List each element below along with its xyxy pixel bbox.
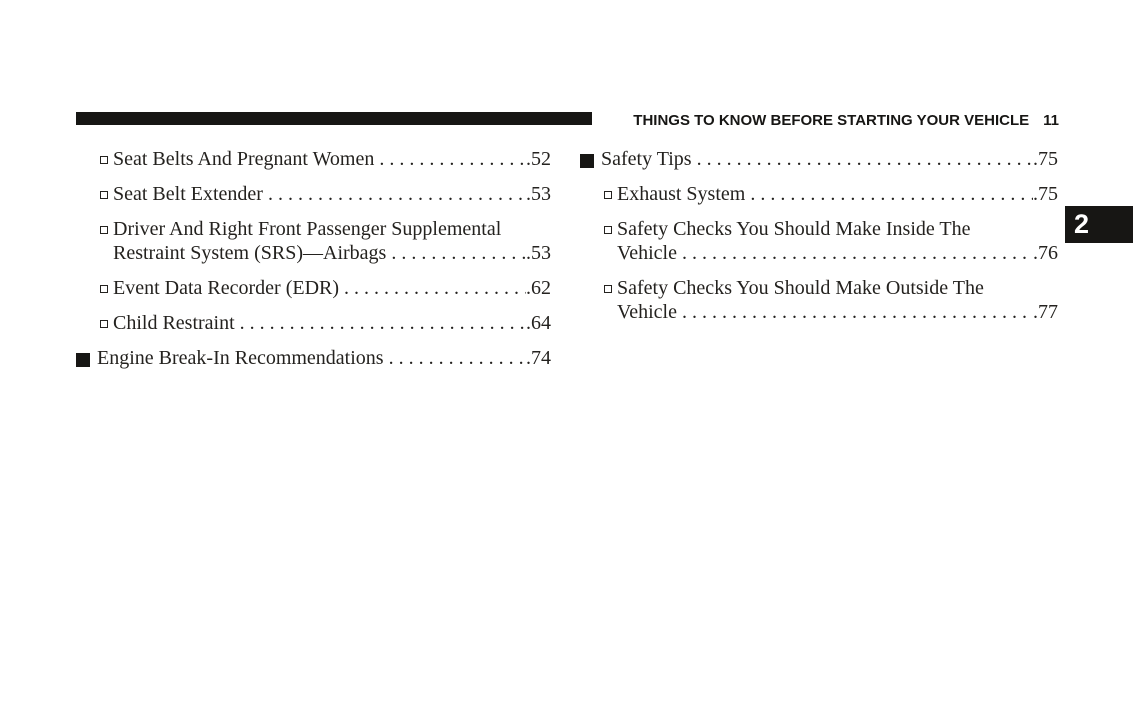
- dot-leader: . . . . . . . . . . . . . . . . . . . . …: [379, 148, 526, 170]
- running-title: THINGS TO KNOW BEFORE STARTING YOUR VEHI…: [633, 112, 1030, 129]
- dot-leader: . . . . . . . . . . . . . . . . . . . . …: [696, 148, 1033, 170]
- header-rule: [76, 112, 592, 125]
- filled-square-bullet-icon: [76, 353, 90, 367]
- filled-square-bullet-icon: [580, 154, 594, 168]
- toc-entry: Child Restraint . . . . . . . . . . . . …: [76, 311, 551, 335]
- entry-label: Seat Belt Extender: [113, 183, 263, 205]
- toc-entry: Event Data Recorder (EDR) . . . . . . . …: [76, 276, 551, 300]
- open-square-bullet-icon: [604, 285, 612, 293]
- entry-label-line2: Restraint System (SRS)—Airbags: [113, 242, 387, 264]
- dot-leader: . . . . . . . . . . . . . . . . . . . . …: [267, 183, 526, 205]
- toc-entry: Exhaust System . . . . . . . . . . . . .…: [580, 182, 1058, 206]
- entry-page: .76: [1033, 242, 1058, 264]
- chapter-tab-number: 2: [1074, 209, 1090, 239]
- toc-entry: Seat Belts And Pregnant Women . . . . . …: [76, 147, 551, 171]
- toc-entry: Driver And Right Front Passenger Supplem…: [76, 217, 551, 265]
- open-square-bullet-icon: [604, 226, 612, 234]
- toc-entry: Engine Break-In Recommendations . . . . …: [76, 346, 551, 370]
- open-square-bullet-icon: [100, 285, 108, 293]
- chapter-tab: 2: [1065, 206, 1133, 243]
- toc-left-column: Seat Belts And Pregnant Women . . . . . …: [76, 147, 551, 381]
- entry-label: Engine Break-In Recommendations: [97, 347, 384, 369]
- page-number: 11: [1043, 112, 1059, 129]
- dot-leader: . . . . . . . . . . . . . . . . . . . . …: [344, 277, 526, 299]
- open-square-bullet-icon: [100, 226, 108, 234]
- entry-page: .53: [526, 242, 551, 264]
- entry-page: .64: [526, 312, 551, 334]
- entry-page: .75: [1033, 148, 1058, 170]
- toc-right-column: Safety Tips . . . . . . . . . . . . . . …: [580, 147, 1058, 335]
- page-header: THINGS TO KNOW BEFORE STARTING YOUR VEHI…: [633, 113, 1059, 129]
- open-square-bullet-icon: [604, 191, 612, 199]
- dot-leader: . . . . . . . . . . . . . . . . . . . . …: [681, 301, 1033, 323]
- entry-label: Safety Tips: [601, 148, 692, 170]
- open-square-bullet-icon: [100, 320, 108, 328]
- entry-page: .52: [526, 148, 551, 170]
- entry-label-line1: Safety Checks You Should Make Outside Th…: [617, 277, 984, 299]
- entry-label-line2: Vehicle: [617, 242, 677, 264]
- entry-label-line1: Driver And Right Front Passenger Supplem…: [113, 218, 502, 240]
- dot-leader: . . . . . . . . . . . . . . . . . . . . …: [681, 242, 1033, 264]
- entry-page: .62: [526, 277, 551, 299]
- dot-leader: . . . . . . . . . . . . . . . . . . . . …: [388, 347, 526, 369]
- entry-label: Seat Belts And Pregnant Women: [113, 148, 375, 170]
- toc-entry: Safety Checks You Should Make Outside Th…: [580, 276, 1058, 324]
- entry-label-line1: Safety Checks You Should Make Inside The: [617, 218, 971, 240]
- entry-page: .77: [1033, 301, 1058, 323]
- entry-label: Event Data Recorder (EDR): [113, 277, 340, 299]
- open-square-bullet-icon: [100, 191, 108, 199]
- entry-page: .53: [526, 183, 551, 205]
- dot-leader: . . . . . . . . . . . . . . . . . . . . …: [750, 183, 1033, 205]
- dot-leader: . . . . . . . . . . . . . . . . . . . . …: [239, 312, 526, 334]
- toc-entry: Safety Tips . . . . . . . . . . . . . . …: [580, 147, 1058, 171]
- entry-label: Child Restraint: [113, 312, 235, 334]
- entry-page: .74: [526, 347, 551, 369]
- dot-leader: . . . . . . . . . . . . . . . . . . . . …: [391, 242, 526, 264]
- entry-page: .75: [1033, 183, 1058, 205]
- open-square-bullet-icon: [100, 156, 108, 164]
- toc-entry: Safety Checks You Should Make Inside The…: [580, 217, 1058, 265]
- toc-entry: Seat Belt Extender . . . . . . . . . . .…: [76, 182, 551, 206]
- entry-label-line2: Vehicle: [617, 301, 677, 323]
- entry-label: Exhaust System: [617, 183, 746, 205]
